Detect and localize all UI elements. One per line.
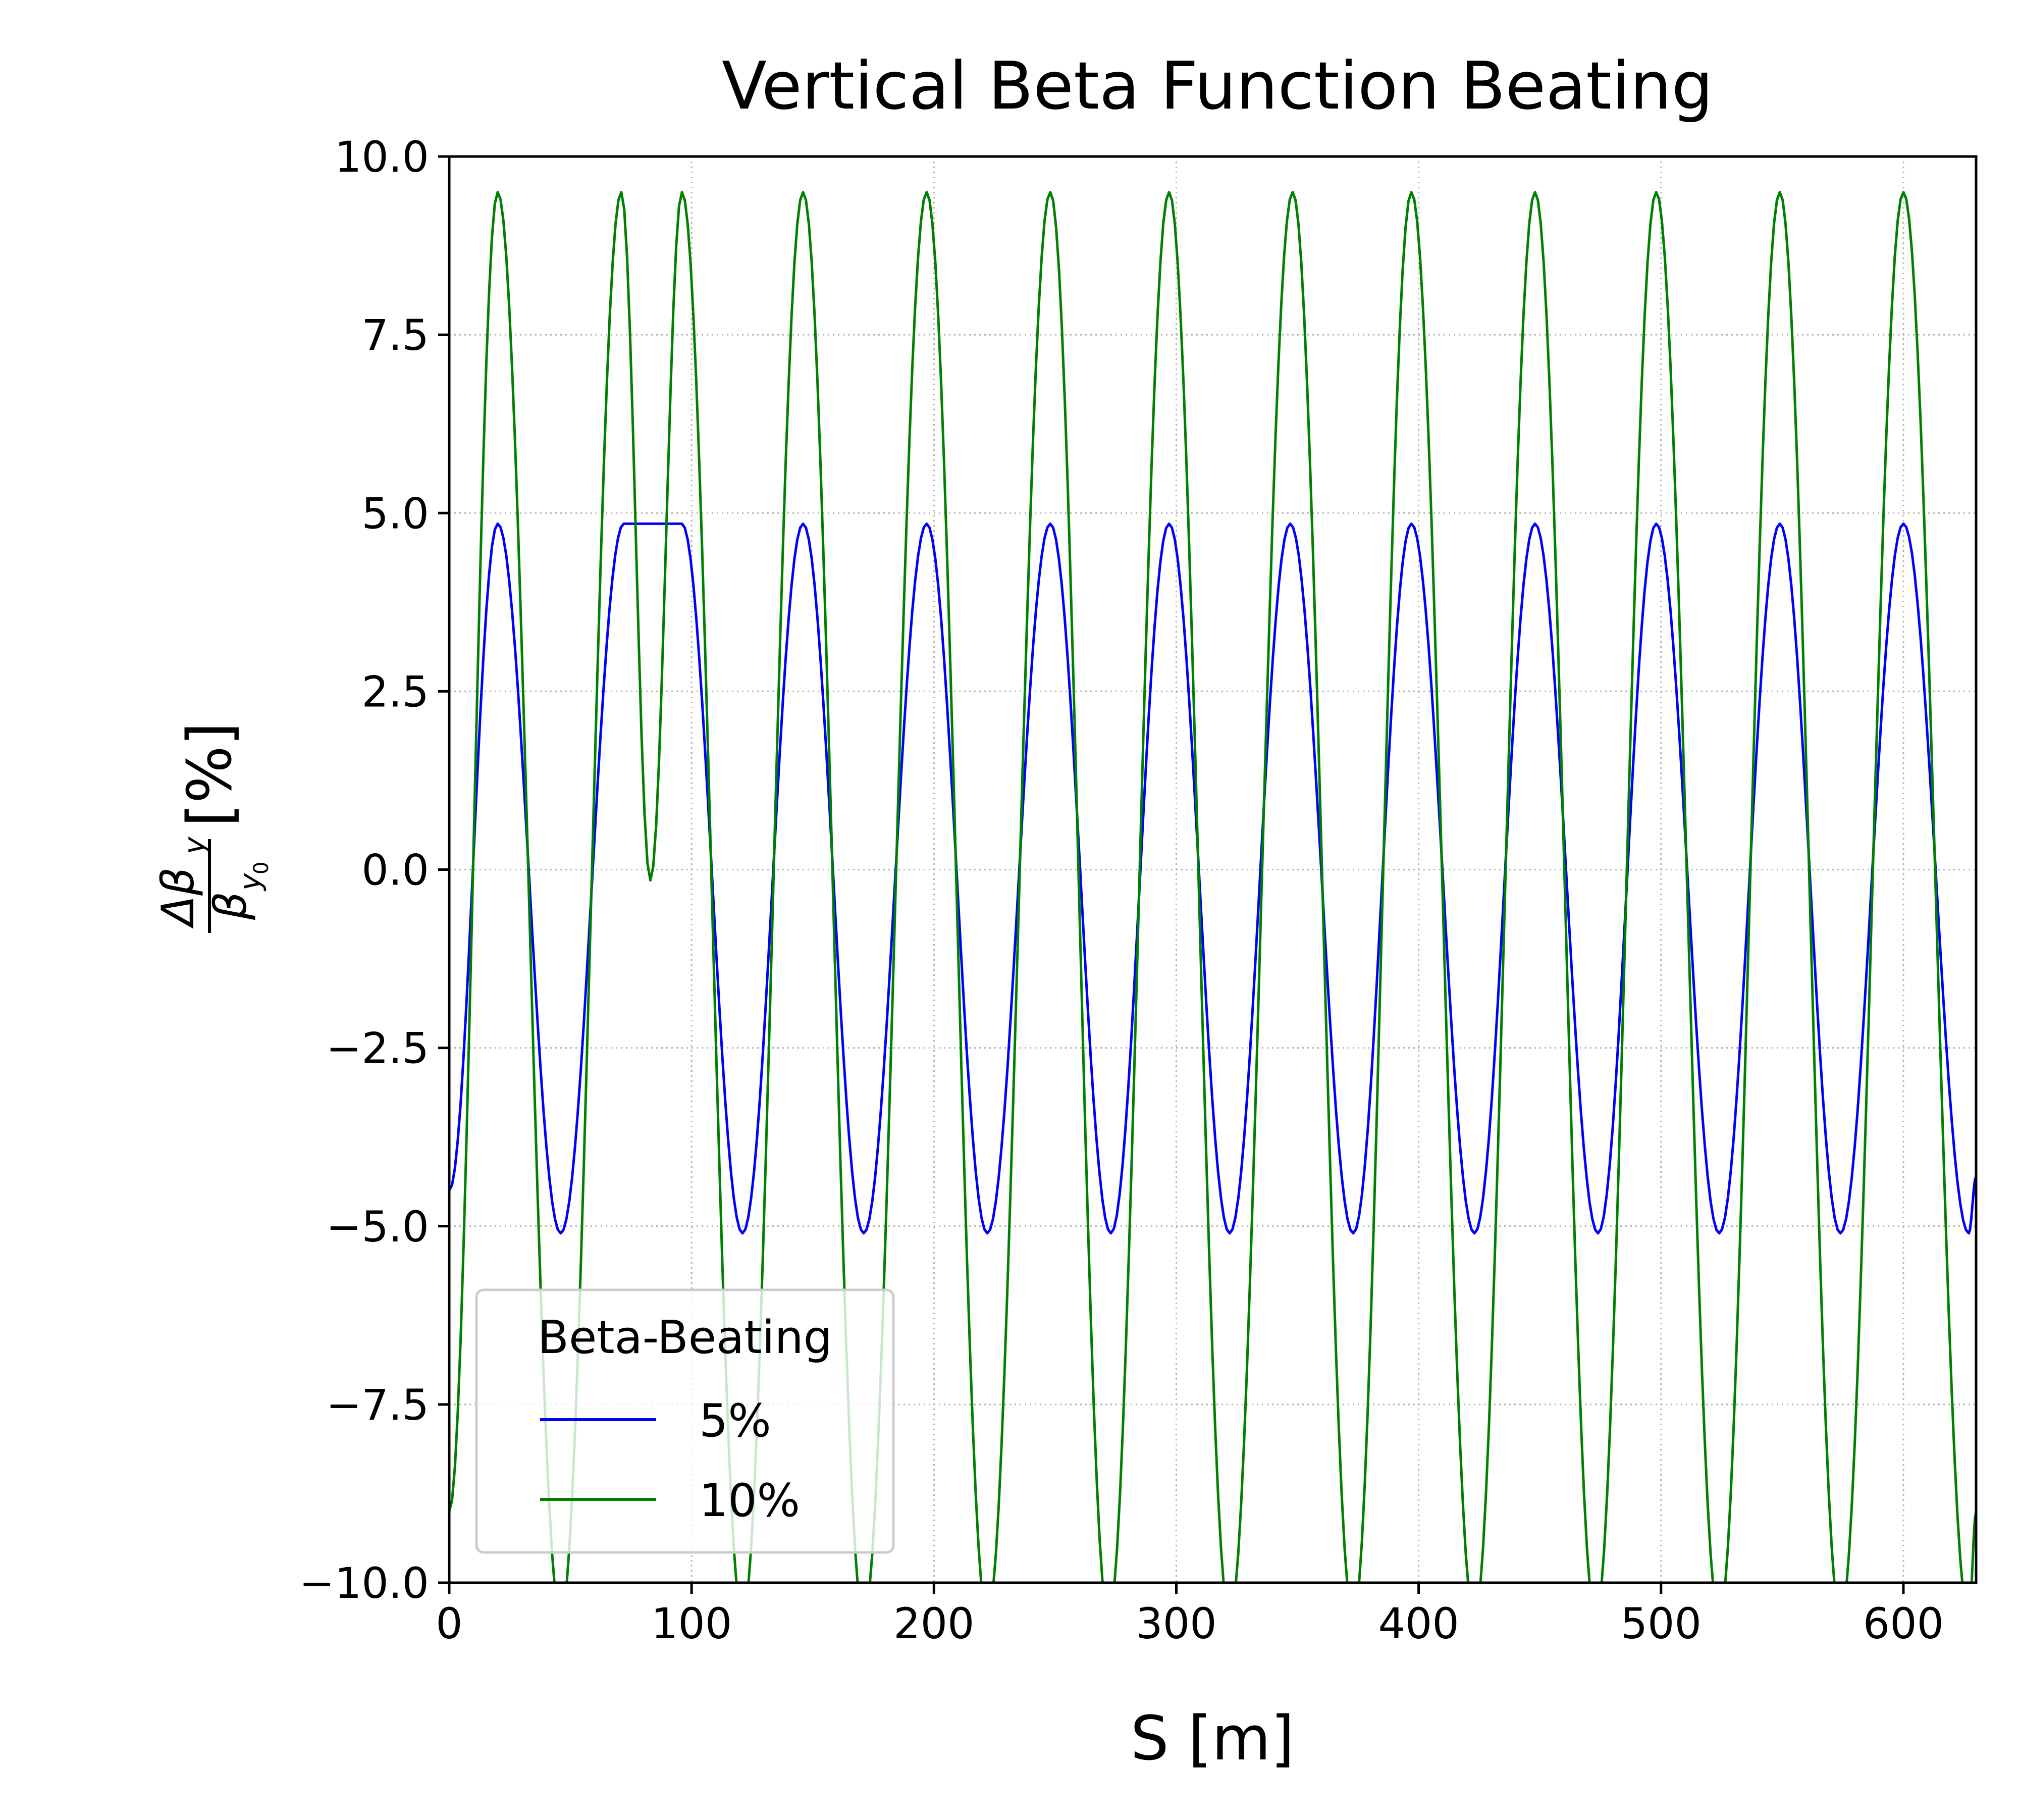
y-axis-label-fraction: Δβ y β y 0 [152, 837, 273, 933]
y-axis: 10.0 7.5 5.0 2.5 0.0 −2.5 −5.0 −7.5 −10.0 [299, 132, 449, 1608]
y-tick-label: 10.0 [335, 132, 429, 182]
x-tick-label: 300 [1136, 1599, 1216, 1648]
x-axis-label: S [m] [1131, 1704, 1295, 1774]
legend-label-10pct: 10% [699, 1474, 800, 1527]
legend-frame [475, 1288, 895, 1554]
y-label-unit: [%] [175, 722, 245, 827]
legend-label-5pct: 5% [699, 1394, 771, 1447]
chart-title: Vertical Beta Function Beating [722, 47, 1713, 124]
x-tick-label: 600 [1863, 1599, 1944, 1648]
y-label-denominator: β [204, 892, 256, 920]
y-label-denominator-subsub: 0 [250, 862, 273, 874]
x-tick-label: 200 [893, 1599, 974, 1648]
series-layer [449, 191, 1976, 1583]
y-label-denominator-sub: y [233, 873, 267, 892]
y-tick-label: −2.5 [326, 1024, 429, 1073]
y-label-numerator: Δβ [152, 867, 204, 929]
x-tick-label: 500 [1621, 1599, 1702, 1648]
x-tick-label: 0 [436, 1599, 462, 1648]
y-tick-label: 2.5 [361, 667, 429, 716]
legend: Beta-Beating 5% 10% [475, 1288, 895, 1554]
y-tick-label: −10.0 [299, 1558, 429, 1608]
series-line-5pct [449, 522, 1976, 1235]
x-tick-label: 400 [1378, 1599, 1459, 1648]
x-axis: 0 100 200 300 400 500 600 [436, 1583, 1944, 1648]
x-tick-label: 100 [651, 1599, 732, 1648]
y-label-numerator-sub: y [177, 837, 211, 855]
series-line-10pct [449, 191, 1976, 1583]
y-tick-label: 7.5 [361, 310, 429, 360]
y-tick-label: −5.0 [326, 1202, 429, 1252]
y-tick-label: 0.0 [361, 846, 429, 895]
y-tick-label: 5.0 [361, 489, 429, 538]
legend-title: Beta-Beating [538, 1311, 832, 1364]
y-axis-label: Δβ y β y 0 [%] [152, 722, 273, 933]
y-tick-label: −7.5 [326, 1380, 429, 1430]
